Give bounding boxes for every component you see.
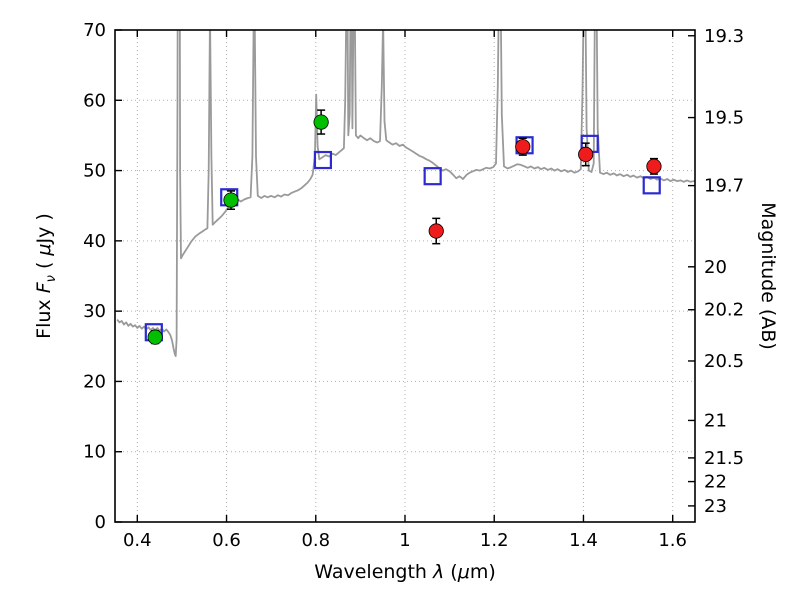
- y-left-tick-label: 50: [83, 161, 106, 182]
- y-right-tick-label: 20.5: [704, 351, 744, 372]
- x-title-prefix: Wavelength: [314, 561, 434, 583]
- y-left-title-prefix: Flux: [33, 293, 55, 339]
- x-tick-label: 0.8: [301, 530, 330, 551]
- plot-frame: [114, 29, 696, 523]
- x-title-suffix: m): [469, 561, 496, 583]
- model-square: [642, 176, 661, 195]
- lambda-symbol: λ: [433, 561, 445, 583]
- x-tick-label: 0.4: [123, 530, 152, 551]
- y-axis-title-left: Flux Fν ( μJy ): [33, 213, 59, 339]
- y-right-title-text: Magnitude (AB): [757, 202, 779, 350]
- y-left-tick-label: 60: [83, 90, 106, 111]
- data-point-circle: [313, 114, 329, 130]
- y-right-tick-label: 21.5: [704, 448, 744, 469]
- grid: [115, 30, 695, 522]
- y-right-tick-label: 20: [704, 257, 727, 278]
- data-point-circle: [646, 158, 662, 174]
- y-left-title-suffix: Jy ): [33, 213, 55, 244]
- data-point-circle: [515, 139, 531, 155]
- y-right-tick-label: 19.3: [704, 26, 744, 47]
- data-point-circle: [223, 192, 239, 208]
- y-axis-title-right: Magnitude (AB): [757, 202, 779, 350]
- y-right-tick-label: 19.7: [704, 176, 744, 197]
- data-point-circle: [147, 329, 163, 345]
- model-square: [313, 150, 333, 170]
- y-left-tick-label: 10: [83, 442, 106, 463]
- mu-symbol-x: μ: [457, 561, 470, 583]
- data-point-circle: [578, 146, 594, 163]
- y-right-tick-label: 19.5: [704, 108, 744, 129]
- y-right-tick-label: 22: [704, 472, 727, 493]
- y-left-tick-label: 40: [83, 231, 106, 252]
- x-title-mid: (: [444, 561, 458, 583]
- x-axis-title: Wavelength λ (μm): [314, 561, 495, 583]
- x-tick-label: 1.6: [658, 530, 687, 551]
- model-photometry-squares: [144, 134, 661, 342]
- tick-labels: 0.4 0.6 0.8 1 1.2 1.4 1.6 0 10 20 30 40 50 60 70 19.3 19…: [83, 20, 744, 551]
- model-square: [423, 167, 442, 186]
- y-left-title-mid: (: [33, 255, 55, 276]
- tick-marks: [115, 29, 695, 523]
- x-tick-label: 1: [399, 530, 410, 551]
- mu-symbol-y: μ: [33, 243, 55, 256]
- spectrum-line: [116, 30, 695, 358]
- observed-photometry-red: [428, 137, 662, 245]
- y-left-tick-label: 0: [95, 512, 106, 533]
- y-right-tick-label: 23: [704, 496, 727, 517]
- nu-subscript: ν: [44, 275, 59, 283]
- x-tick-label: 1.4: [569, 530, 598, 551]
- flux-symbol: F: [33, 282, 55, 294]
- y-right-tick-label: 20.2: [704, 300, 744, 321]
- y-right-tick-label: 21: [704, 410, 727, 431]
- observed-photometry-green: [147, 109, 329, 345]
- y-left-tick-label: 20: [83, 371, 106, 392]
- data-point-circle: [428, 223, 444, 239]
- y-left-tick-label: 30: [83, 301, 106, 322]
- x-tick-label: 1.2: [480, 530, 509, 551]
- x-tick-label: 0.6: [212, 530, 241, 551]
- y-left-tick-label: 70: [83, 20, 106, 41]
